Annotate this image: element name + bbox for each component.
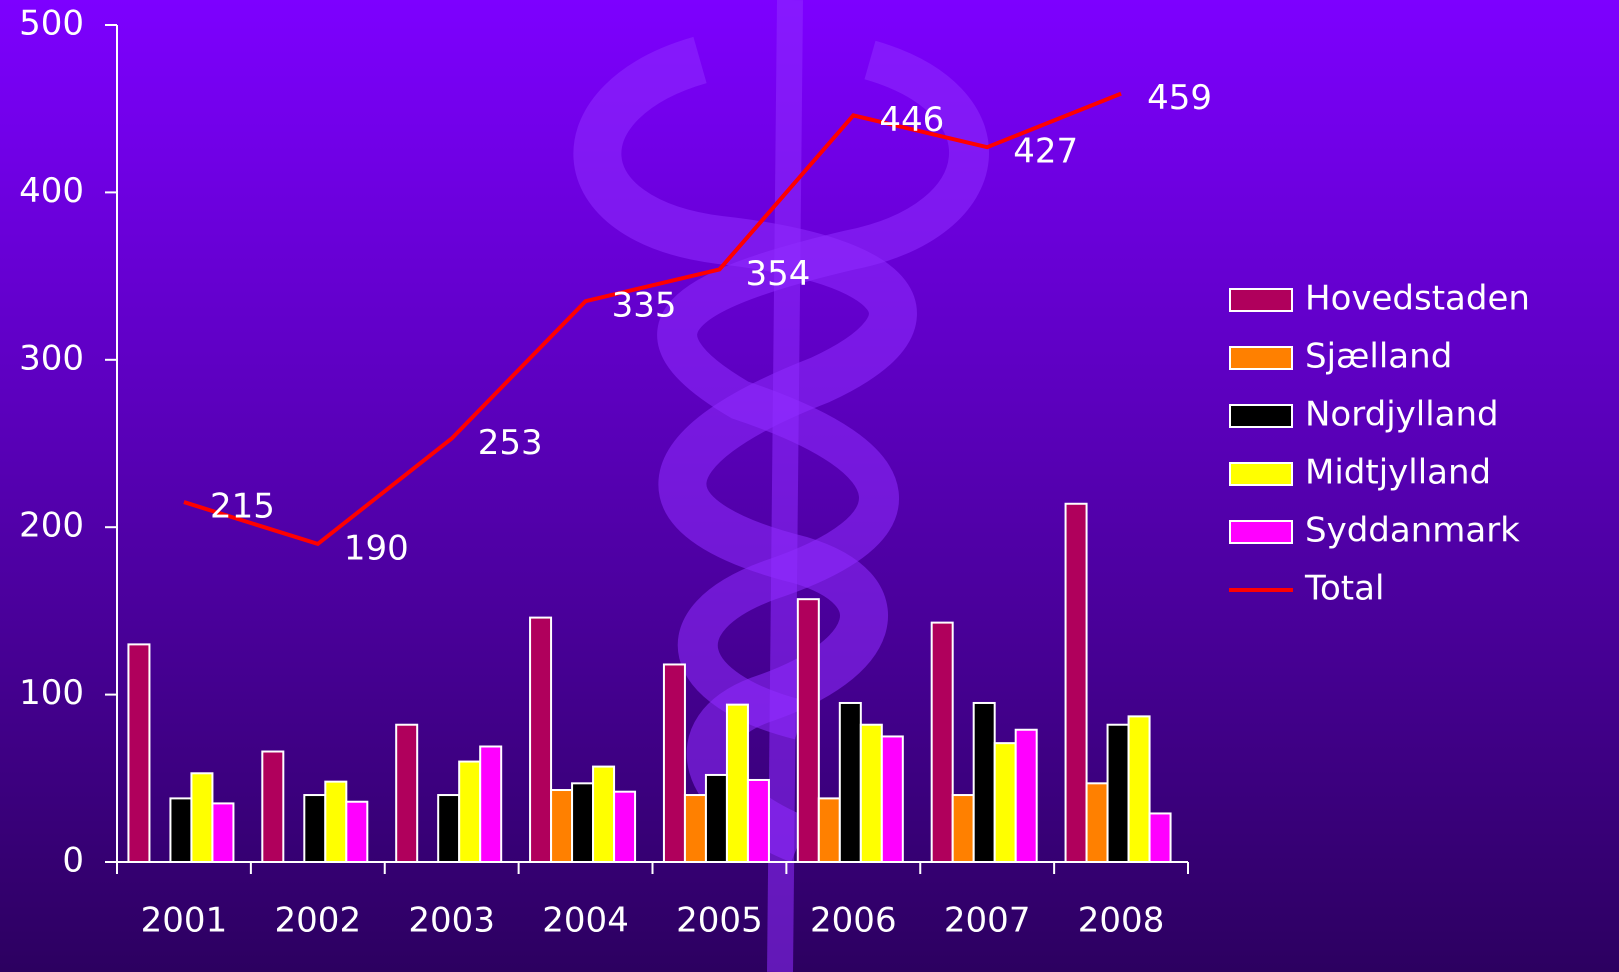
legend-swatch <box>1230 521 1292 543</box>
x-tick-label: 2001 <box>141 901 228 941</box>
bar <box>974 703 995 862</box>
x-tick-label: 2002 <box>275 901 362 941</box>
bar <box>212 803 233 862</box>
bar <box>798 599 819 862</box>
data-label: 215 <box>210 487 275 527</box>
bar <box>325 782 346 862</box>
legend-swatch <box>1230 289 1292 311</box>
data-label: 459 <box>1147 78 1212 118</box>
x-tick-label: 2004 <box>542 901 629 941</box>
x-tick-label: 2005 <box>676 901 763 941</box>
y-tick-label: 400 <box>19 171 84 211</box>
bar <box>191 773 212 862</box>
legend-label: Total <box>1304 569 1384 609</box>
bar <box>861 725 882 862</box>
bar <box>593 767 614 862</box>
bar <box>396 725 417 862</box>
x-tick-label: 2007 <box>944 901 1031 941</box>
data-label: 427 <box>1013 132 1078 172</box>
bar <box>664 664 685 862</box>
bar <box>170 798 191 862</box>
bar <box>551 790 572 862</box>
bar <box>459 762 480 862</box>
bar <box>346 802 367 862</box>
legend-swatch <box>1230 463 1292 485</box>
legend-label: Nordjylland <box>1305 395 1499 435</box>
chart: 0 100 200 300 400 500 2001 2002 2003 2004 2005 2006… <box>0 0 1619 972</box>
y-tick-label: 200 <box>19 506 84 546</box>
data-label: 190 <box>344 528 409 568</box>
bar <box>1016 730 1037 862</box>
bar <box>262 752 283 862</box>
data-label: 335 <box>612 286 677 326</box>
bar <box>1108 725 1129 862</box>
bar <box>995 743 1016 862</box>
legend-label: Hovedstaden <box>1305 279 1530 319</box>
x-tick-label: 2008 <box>1078 901 1165 941</box>
y-tick-label: 300 <box>19 338 84 378</box>
x-tick-label: 2003 <box>408 901 495 941</box>
bar <box>685 795 706 862</box>
bar <box>480 746 501 862</box>
bar <box>128 644 149 862</box>
legend-label: Sjælland <box>1305 337 1452 377</box>
x-tick-label: 2006 <box>810 901 897 941</box>
bar <box>304 795 325 862</box>
legend-swatch <box>1230 405 1292 427</box>
data-label: 446 <box>879 100 944 140</box>
data-label: 354 <box>745 254 810 294</box>
bar <box>1087 783 1108 862</box>
bar <box>1150 813 1171 862</box>
bar <box>530 618 551 862</box>
bar <box>1066 504 1087 862</box>
bar <box>932 623 953 862</box>
bar <box>1129 716 1150 862</box>
bar <box>572 783 593 862</box>
legend-label: Midtjylland <box>1305 453 1491 493</box>
bar <box>614 792 635 862</box>
legend-swatch <box>1230 347 1292 369</box>
data-label: 253 <box>478 423 543 463</box>
bar <box>748 780 769 862</box>
y-tick-label: 100 <box>19 673 84 713</box>
bar <box>819 798 840 862</box>
y-tick-label: 500 <box>19 4 84 44</box>
bar <box>438 795 459 862</box>
bar <box>706 775 727 862</box>
bar <box>840 703 861 862</box>
legend-label: Syddanmark <box>1305 511 1520 551</box>
bar <box>882 736 903 862</box>
y-tick-label: 0 <box>62 841 84 881</box>
bar <box>727 705 748 862</box>
bar <box>953 795 974 862</box>
